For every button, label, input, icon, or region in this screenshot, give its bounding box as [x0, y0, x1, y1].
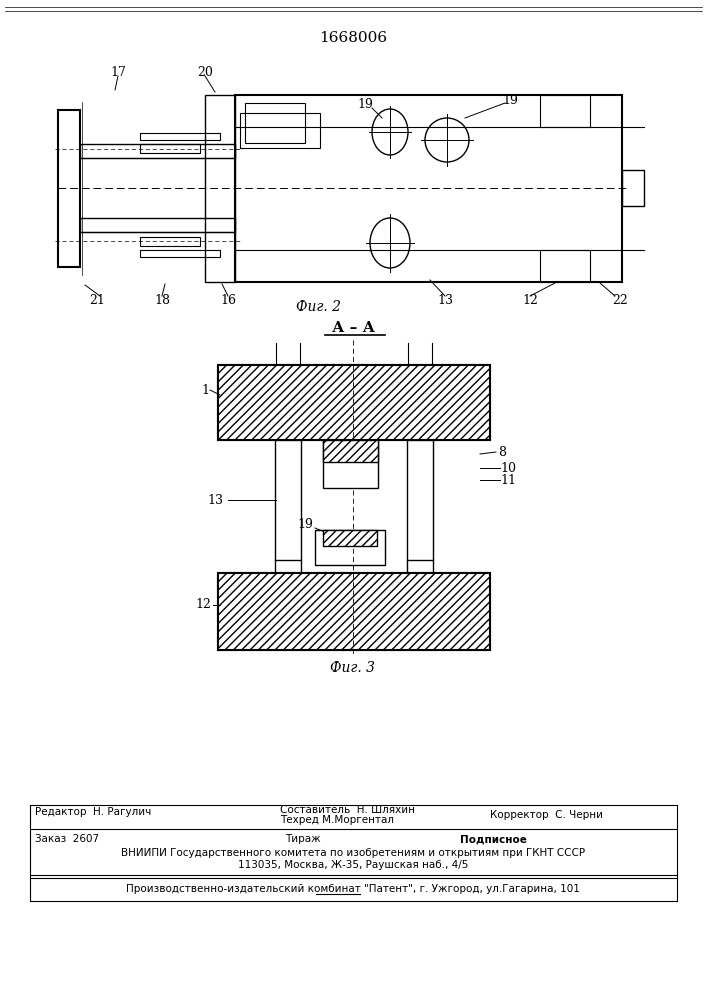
Text: Редактор  Н. Рагулич: Редактор Н. Рагулич [35, 807, 151, 817]
Text: 8: 8 [498, 446, 506, 458]
Text: 19: 19 [297, 518, 313, 532]
Bar [275, 440, 301, 560]
Text: 17: 17 [110, 66, 126, 79]
Text: 1668006: 1668006 [319, 31, 387, 45]
Bar [218, 573, 490, 650]
Text: 16: 16 [220, 294, 236, 306]
Text: 113035, Москва, Ж-35, Раушская наб., 4/5: 113035, Москва, Ж-35, Раушская наб., 4/5 [238, 860, 468, 870]
Text: 19: 19 [502, 94, 518, 106]
Bar [323, 440, 378, 488]
Bar [140, 250, 220, 257]
Bar [218, 365, 490, 440]
Bar [140, 133, 220, 140]
Text: 13: 13 [437, 294, 453, 306]
Bar [80, 144, 235, 158]
Bar [315, 530, 385, 565]
Bar [407, 440, 433, 560]
Bar [140, 144, 200, 153]
Text: 13: 13 [207, 493, 223, 506]
Bar [205, 95, 235, 282]
Bar [245, 103, 305, 143]
Text: 22: 22 [612, 294, 628, 306]
Text: 19: 19 [357, 99, 373, 111]
Text: Фиг. 2: Фиг. 2 [296, 300, 341, 314]
Text: Фиг. 3: Фиг. 3 [330, 661, 375, 675]
Text: Подписное: Подписное [460, 834, 527, 844]
Text: Составитель  Н. Шляхин: Составитель Н. Шляхин [280, 805, 415, 815]
Text: ВНИИПИ Государственного комитета по изобретениям и открытиям при ГКНТ СССР: ВНИИПИ Государственного комитета по изоб… [121, 848, 585, 858]
Bar [240, 113, 320, 148]
Text: Заказ  2607: Заказ 2607 [35, 834, 99, 844]
Text: 10: 10 [500, 462, 516, 475]
Text: 21: 21 [89, 294, 105, 306]
Bar [323, 440, 378, 462]
Bar [540, 250, 590, 282]
Bar [140, 237, 200, 246]
Bar [218, 573, 490, 650]
Text: 1: 1 [201, 383, 209, 396]
Text: Тираж: Тираж [285, 834, 321, 844]
Text: 20: 20 [197, 66, 213, 79]
Bar [235, 95, 622, 282]
Bar [218, 365, 490, 440]
Text: 12: 12 [195, 598, 211, 611]
Bar [323, 530, 377, 546]
Text: 11: 11 [500, 474, 516, 487]
Bar [622, 170, 644, 206]
Bar [540, 95, 590, 127]
Text: 12: 12 [522, 294, 538, 306]
Text: Производственно-издательский комбинат "Патент", г. Ужгород, ул.Гагарина, 101: Производственно-издательский комбинат "П… [126, 884, 580, 894]
Text: 18: 18 [154, 294, 170, 306]
Bar [58, 110, 80, 267]
Text: Техред М.Моргентал: Техред М.Моргентал [280, 815, 394, 825]
Text: Корректор  С. Черни: Корректор С. Черни [490, 810, 603, 820]
Bar [80, 218, 235, 232]
Text: А – А: А – А [332, 321, 375, 335]
